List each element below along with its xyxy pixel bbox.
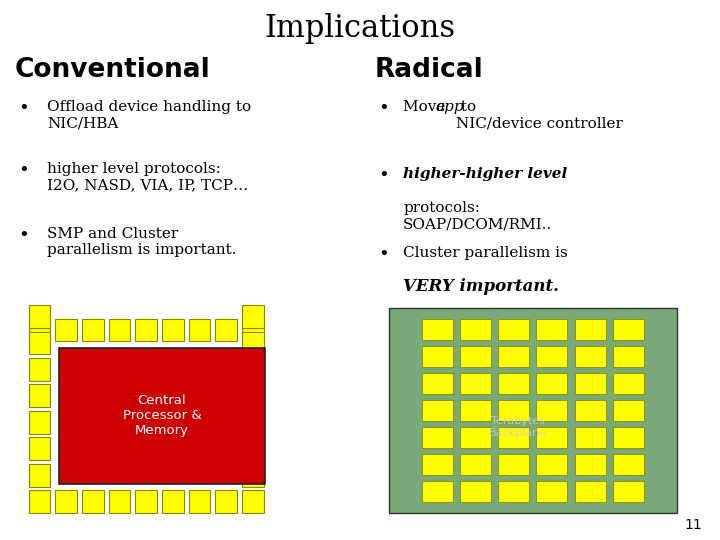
Text: to
NIC/device controller: to NIC/device controller xyxy=(456,100,623,130)
FancyBboxPatch shape xyxy=(109,490,130,513)
FancyBboxPatch shape xyxy=(613,346,644,367)
FancyBboxPatch shape xyxy=(55,490,77,513)
FancyBboxPatch shape xyxy=(460,427,491,448)
FancyBboxPatch shape xyxy=(422,427,453,448)
FancyBboxPatch shape xyxy=(498,481,529,502)
FancyBboxPatch shape xyxy=(242,437,264,460)
Text: Terabytes
Backplane: Terabytes Backplane xyxy=(490,416,547,437)
FancyBboxPatch shape xyxy=(460,481,491,502)
FancyBboxPatch shape xyxy=(575,454,606,475)
FancyBboxPatch shape xyxy=(536,373,567,394)
FancyBboxPatch shape xyxy=(242,305,264,328)
Text: SMP and Cluster
parallelism is important.: SMP and Cluster parallelism is important… xyxy=(47,227,236,257)
Text: •: • xyxy=(378,167,389,185)
FancyBboxPatch shape xyxy=(242,384,264,407)
FancyBboxPatch shape xyxy=(29,411,50,434)
FancyBboxPatch shape xyxy=(575,481,606,502)
FancyBboxPatch shape xyxy=(613,481,644,502)
Text: app: app xyxy=(436,100,464,114)
FancyBboxPatch shape xyxy=(242,319,264,341)
Text: •: • xyxy=(378,246,389,264)
Text: Implications: Implications xyxy=(264,14,456,44)
FancyBboxPatch shape xyxy=(460,346,491,367)
FancyBboxPatch shape xyxy=(29,490,50,513)
FancyBboxPatch shape xyxy=(613,400,644,421)
FancyBboxPatch shape xyxy=(189,319,210,341)
FancyBboxPatch shape xyxy=(242,358,264,381)
FancyBboxPatch shape xyxy=(135,490,157,513)
FancyBboxPatch shape xyxy=(135,319,157,341)
FancyBboxPatch shape xyxy=(613,319,644,340)
FancyBboxPatch shape xyxy=(55,319,77,341)
Text: •: • xyxy=(378,100,389,118)
Text: Conventional: Conventional xyxy=(14,57,210,83)
FancyBboxPatch shape xyxy=(575,346,606,367)
Text: Cluster parallelism is: Cluster parallelism is xyxy=(403,246,568,260)
FancyBboxPatch shape xyxy=(422,373,453,394)
FancyBboxPatch shape xyxy=(422,346,453,367)
FancyBboxPatch shape xyxy=(460,400,491,421)
Text: •: • xyxy=(18,162,29,180)
FancyBboxPatch shape xyxy=(189,490,210,513)
Text: Offload device handling to
NIC/HBA: Offload device handling to NIC/HBA xyxy=(47,100,251,130)
FancyBboxPatch shape xyxy=(613,427,644,448)
FancyBboxPatch shape xyxy=(536,481,567,502)
FancyBboxPatch shape xyxy=(575,427,606,448)
FancyBboxPatch shape xyxy=(162,490,184,513)
FancyBboxPatch shape xyxy=(460,454,491,475)
FancyBboxPatch shape xyxy=(29,384,50,407)
FancyBboxPatch shape xyxy=(498,319,529,340)
FancyBboxPatch shape xyxy=(575,373,606,394)
FancyBboxPatch shape xyxy=(82,490,104,513)
FancyBboxPatch shape xyxy=(613,373,644,394)
FancyBboxPatch shape xyxy=(536,400,567,421)
FancyBboxPatch shape xyxy=(242,332,264,354)
FancyBboxPatch shape xyxy=(109,319,130,341)
FancyBboxPatch shape xyxy=(242,464,264,487)
FancyBboxPatch shape xyxy=(215,490,237,513)
FancyBboxPatch shape xyxy=(460,373,491,394)
Text: •: • xyxy=(18,100,29,118)
FancyBboxPatch shape xyxy=(162,319,184,341)
Text: Radical: Radical xyxy=(374,57,483,83)
FancyBboxPatch shape xyxy=(29,358,50,381)
FancyBboxPatch shape xyxy=(536,319,567,340)
Text: higher level protocols:
I2O, NASD, VIA, IP, TCP…: higher level protocols: I2O, NASD, VIA, … xyxy=(47,162,248,192)
FancyBboxPatch shape xyxy=(575,400,606,421)
FancyBboxPatch shape xyxy=(613,454,644,475)
FancyBboxPatch shape xyxy=(498,373,529,394)
FancyBboxPatch shape xyxy=(242,411,264,434)
FancyBboxPatch shape xyxy=(389,308,677,513)
FancyBboxPatch shape xyxy=(242,490,264,513)
FancyBboxPatch shape xyxy=(498,400,529,421)
Text: •: • xyxy=(18,227,29,245)
Text: VERY important.: VERY important. xyxy=(403,278,559,295)
FancyBboxPatch shape xyxy=(422,454,453,475)
FancyBboxPatch shape xyxy=(536,427,567,448)
FancyBboxPatch shape xyxy=(498,454,529,475)
FancyBboxPatch shape xyxy=(29,305,50,328)
FancyBboxPatch shape xyxy=(422,319,453,340)
Text: higher-higher level: higher-higher level xyxy=(403,167,567,181)
FancyBboxPatch shape xyxy=(29,437,50,460)
FancyBboxPatch shape xyxy=(422,481,453,502)
FancyBboxPatch shape xyxy=(29,319,50,341)
FancyBboxPatch shape xyxy=(575,319,606,340)
Text: 11: 11 xyxy=(684,518,702,532)
FancyBboxPatch shape xyxy=(536,454,567,475)
Text: protocols:
SOAP/DCOM/RMI..: protocols: SOAP/DCOM/RMI.. xyxy=(403,201,552,231)
FancyBboxPatch shape xyxy=(55,345,276,487)
FancyBboxPatch shape xyxy=(29,332,50,354)
FancyBboxPatch shape xyxy=(82,319,104,341)
FancyBboxPatch shape xyxy=(498,427,529,448)
Text: Move: Move xyxy=(403,100,451,114)
FancyBboxPatch shape xyxy=(29,464,50,487)
FancyBboxPatch shape xyxy=(215,319,237,341)
FancyBboxPatch shape xyxy=(536,346,567,367)
Text: Central
Processor &
Memory: Central Processor & Memory xyxy=(122,394,202,437)
FancyBboxPatch shape xyxy=(59,348,265,484)
FancyBboxPatch shape xyxy=(422,400,453,421)
FancyBboxPatch shape xyxy=(498,346,529,367)
FancyBboxPatch shape xyxy=(460,319,491,340)
